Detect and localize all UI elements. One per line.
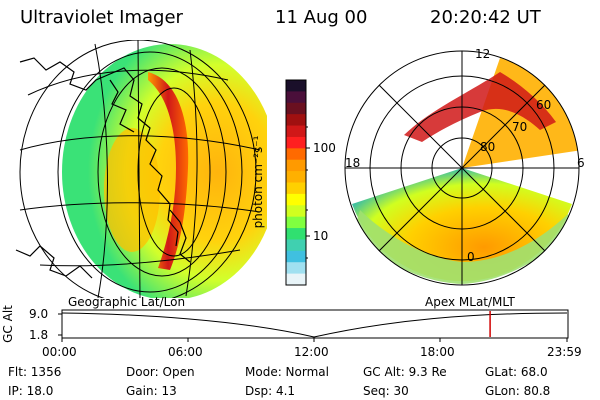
timeline-ytick-1-8: 1.8 <box>29 328 49 342</box>
polar-plot <box>344 50 580 286</box>
colorbar <box>285 79 310 286</box>
colorbar-tick-100: 100 <box>313 141 336 155</box>
altitude-timeline <box>58 309 569 342</box>
colorbar-stripe <box>286 80 306 92</box>
colorbar-stripe <box>286 205 306 218</box>
mlt-label-12: 12 <box>475 47 491 61</box>
geo-grid-lines <box>19 40 261 298</box>
info-glat: GLat: 68.0 <box>485 365 548 379</box>
colorbar-stripe <box>286 91 306 104</box>
timeline-xtick-1200: 12:00 <box>294 345 329 359</box>
info-dsp: Dsp: 4.1 <box>245 384 296 398</box>
info-ip: IP: 18.0 <box>8 384 54 398</box>
colorbar-stripe <box>286 102 306 115</box>
nightside-edge <box>354 210 574 284</box>
colorbar-stripe <box>286 193 306 206</box>
polar-grid <box>344 50 580 286</box>
bright-patch <box>104 128 160 252</box>
date-label: 11 Aug 00 <box>275 7 368 28</box>
colorbar-stripe <box>286 250 306 263</box>
info-glon: GLon: 80.8 <box>485 384 551 398</box>
colorbar-stripe <box>286 216 306 229</box>
colorbar-stripe <box>286 228 306 240</box>
colorbar-stripe <box>286 159 306 172</box>
info-gc-alt: GC Alt: 9.3 Re <box>363 365 447 379</box>
mlt-label-0: 0 <box>467 250 475 264</box>
colorbar-stripe <box>286 182 306 195</box>
mlat-label-70: 70 <box>512 120 528 134</box>
timeline-xtick-0000: 00:00 <box>42 345 77 359</box>
colorbar-stripe <box>286 125 306 138</box>
timeline-ytick-9: 9.0 <box>29 307 49 321</box>
instrument-title: Ultraviolet Imager <box>20 7 183 28</box>
dayside-arc <box>404 72 556 142</box>
colorbar-stripe <box>286 239 306 252</box>
info-gain: Gain: 13 <box>126 384 177 398</box>
info-mode: Mode: Normal <box>245 365 329 379</box>
colorbar-unit-label: photon cm⁻²s⁻¹ <box>251 135 265 229</box>
left-panel-label: Geographic Lat/Lon <box>68 295 186 309</box>
colorbar-stripe <box>286 136 306 149</box>
info-flight: Flt: 1356 <box>8 365 62 379</box>
colorbar-stripe <box>286 262 306 275</box>
timeline-xtick-0600: 06:00 <box>168 345 203 359</box>
coastlines <box>15 57 191 279</box>
colorbar-stripe <box>286 148 306 161</box>
mlat-label-80: 80 <box>480 140 496 154</box>
info-door: Door: Open <box>126 365 195 379</box>
time-label: 20:20:42 UT <box>430 7 541 28</box>
geographic-image <box>15 40 267 298</box>
mlt-label-6: 6 <box>577 156 585 170</box>
timeline-ylabel: GC Alt <box>1 305 15 343</box>
right-panel-label: Apex MLat/MLT <box>425 295 515 309</box>
colorbar-stripe <box>286 171 306 183</box>
mlat-label-60: 60 <box>536 98 552 112</box>
colorbar-stripe <box>286 273 306 286</box>
mlt-label-18: 18 <box>345 156 361 170</box>
timeline-xtick-1800: 18:00 <box>420 345 455 359</box>
altitude-curve <box>61 312 568 338</box>
colorbar-tick-10: 10 <box>313 229 329 243</box>
info-seq: Seq: 30 <box>363 384 409 398</box>
colorbar-stripe <box>286 114 306 127</box>
timeline-xtick-2359: 23:59 <box>547 345 582 359</box>
